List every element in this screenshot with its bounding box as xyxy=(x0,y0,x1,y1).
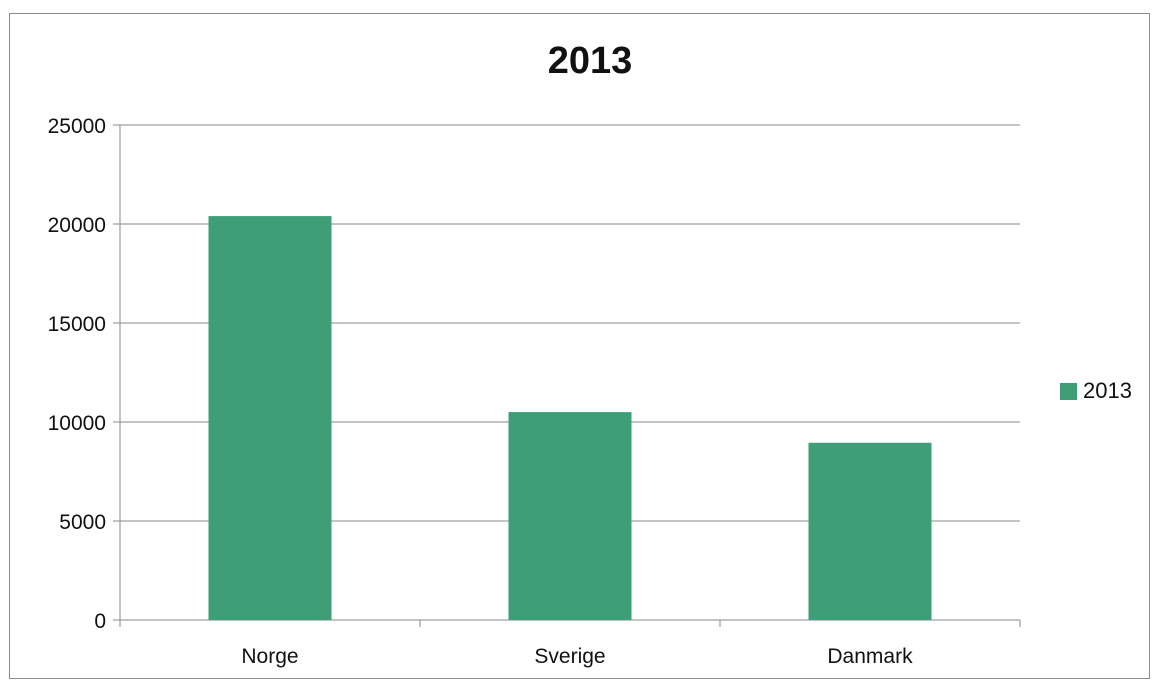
chart-title: 2013 xyxy=(547,40,633,82)
x-tick-label: Danmark xyxy=(827,645,913,668)
x-tick-label: Norge xyxy=(241,645,298,668)
y-tick-label: 5000 xyxy=(59,511,106,534)
bar-danmark xyxy=(808,442,932,620)
y-tick-label: 10000 xyxy=(48,412,106,435)
x-tick-label: Sverige xyxy=(534,645,605,668)
bar-norge xyxy=(208,216,332,620)
bar-sverige xyxy=(508,412,632,620)
y-tick-label: 20000 xyxy=(48,214,106,237)
y-tick-label: 0 xyxy=(94,610,106,633)
y-tick-label: 25000 xyxy=(48,115,106,138)
legend: 2013 xyxy=(1060,378,1132,404)
legend-label: 2013 xyxy=(1083,378,1132,403)
legend-swatch xyxy=(1060,382,1077,400)
y-tick-label: 15000 xyxy=(48,313,106,336)
